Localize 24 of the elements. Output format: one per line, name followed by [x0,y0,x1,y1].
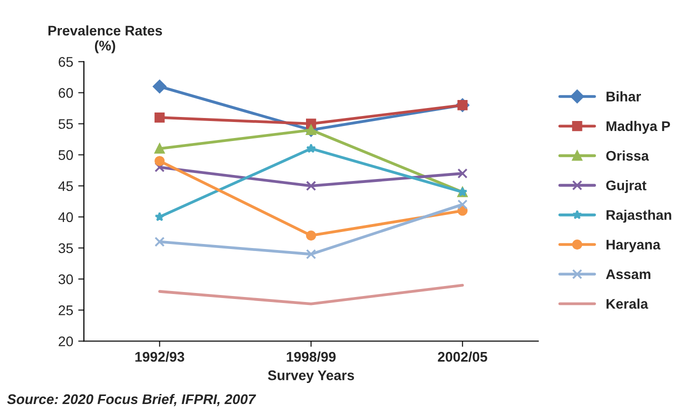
legend-label: Bihar [606,91,641,102]
legend-label: Gujrat [606,180,646,194]
legend-label: Rajasthan [606,210,672,223]
y-tick-label: 65 [58,56,73,67]
x-tick-label: 1992/93 [135,352,184,362]
y-tick-label: 60 [58,88,73,98]
y-tick-label: 20 [58,336,73,346]
y-axis-title: Prevalence Rates (%) [48,25,162,54]
legend-label: Haryana [606,240,661,252]
x-tick-label: 2002/05 [438,352,488,362]
x-tick-label: 1998/99 [286,352,336,362]
y-tick-label: 50 [58,150,73,160]
source-note: Source: 2020 Focus Brief, IFPRI, 2007 [7,394,256,406]
y-tick-label: 25 [58,305,73,316]
legend-label: Orissa [606,150,649,161]
y-tick-label: 30 [58,274,73,284]
legend-label: Madhya P [606,120,670,134]
y-tick-label: 45 [58,181,73,192]
legend-label: Kerala [606,298,648,309]
y-tick-label: 40 [58,212,73,222]
x-axis-title: Survey Years [268,370,354,383]
y-tick-label: 35 [58,243,73,254]
y-tick-label: 55 [58,119,73,129]
legend-label: Assam [606,269,650,280]
